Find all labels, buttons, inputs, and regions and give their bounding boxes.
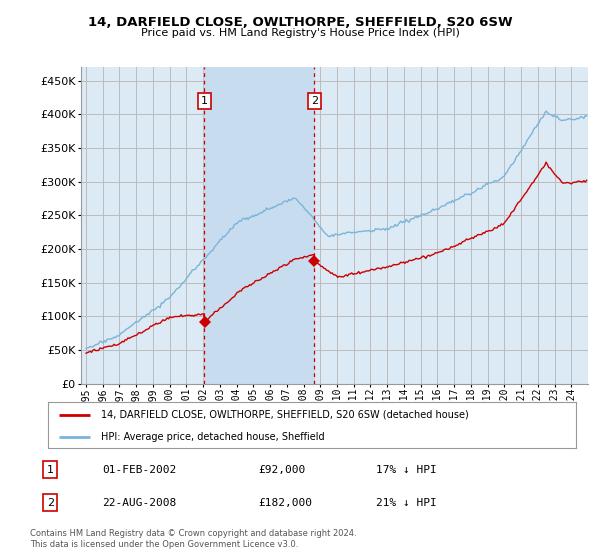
Text: 22-AUG-2008: 22-AUG-2008 <box>103 498 177 507</box>
Text: 01-FEB-2002: 01-FEB-2002 <box>103 465 177 475</box>
Text: 1: 1 <box>201 96 208 106</box>
Text: 14, DARFIELD CLOSE, OWLTHORPE, SHEFFIELD, S20 6SW: 14, DARFIELD CLOSE, OWLTHORPE, SHEFFIELD… <box>88 16 512 29</box>
Text: 14, DARFIELD CLOSE, OWLTHORPE, SHEFFIELD, S20 6SW (detached house): 14, DARFIELD CLOSE, OWLTHORPE, SHEFFIELD… <box>101 410 469 420</box>
Text: 21% ↓ HPI: 21% ↓ HPI <box>376 498 437 507</box>
Text: Contains HM Land Registry data © Crown copyright and database right 2024.
This d: Contains HM Land Registry data © Crown c… <box>30 529 356 549</box>
Bar <box>205 67 314 384</box>
Text: 2: 2 <box>47 498 54 507</box>
Text: 1: 1 <box>47 465 54 475</box>
Text: £182,000: £182,000 <box>259 498 313 507</box>
Text: 17% ↓ HPI: 17% ↓ HPI <box>376 465 437 475</box>
Text: HPI: Average price, detached house, Sheffield: HPI: Average price, detached house, Shef… <box>101 432 325 441</box>
Text: £92,000: £92,000 <box>259 465 306 475</box>
Text: 2: 2 <box>311 96 318 106</box>
Text: Price paid vs. HM Land Registry's House Price Index (HPI): Price paid vs. HM Land Registry's House … <box>140 28 460 38</box>
